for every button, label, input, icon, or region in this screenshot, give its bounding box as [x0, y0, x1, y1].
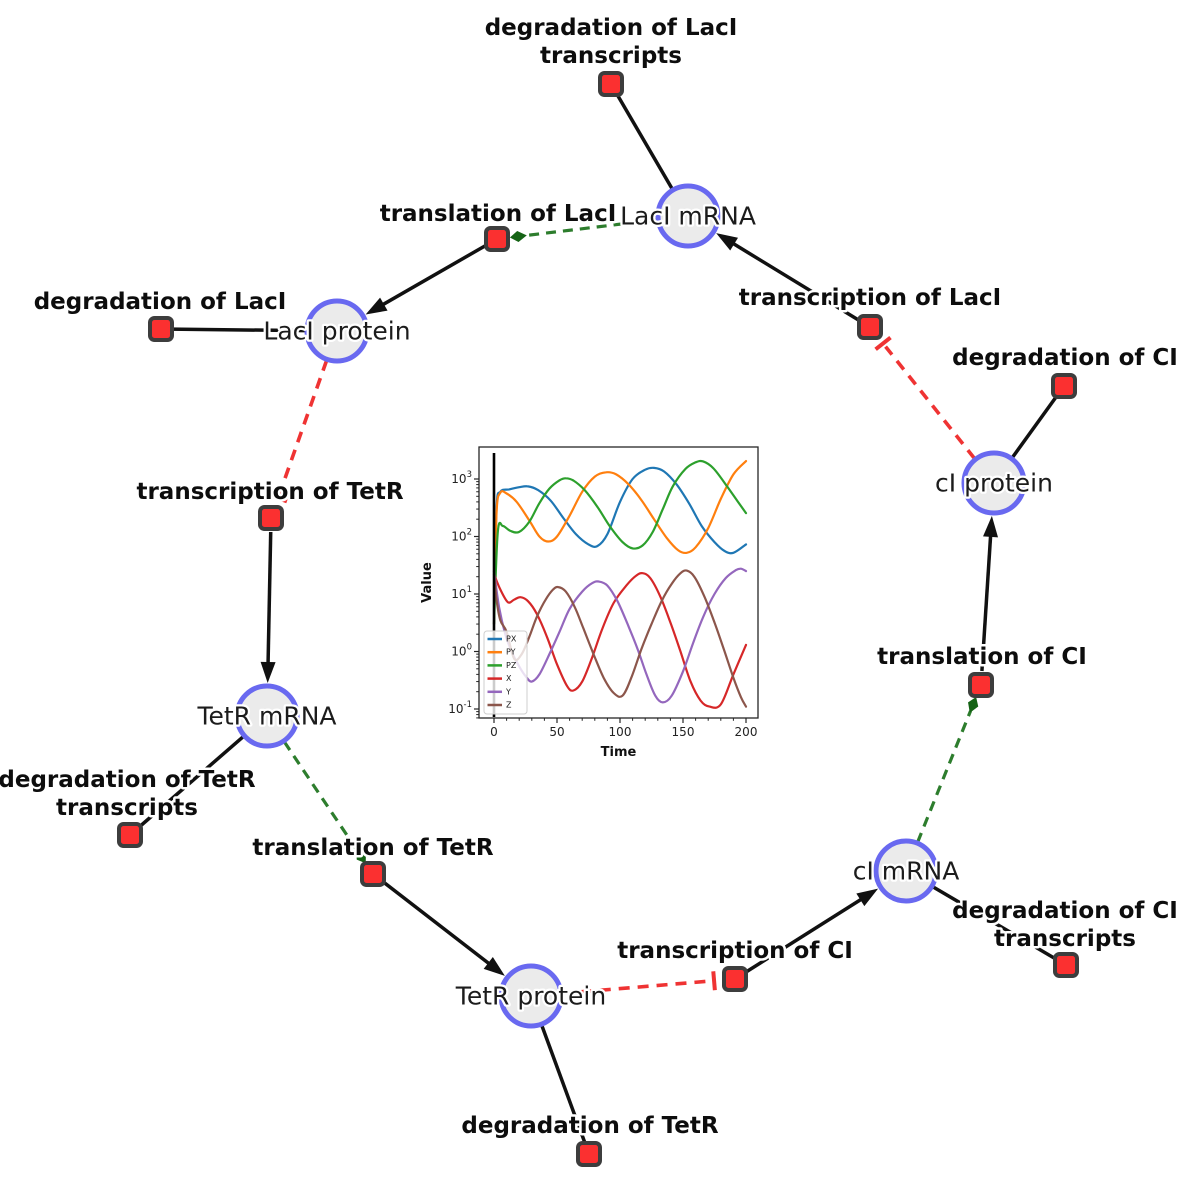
edge-inhibition-ci-protein-to-txn-laci-tbar-icon — [874, 335, 892, 351]
species-label-laci-mrna: LacI mRNA — [620, 202, 756, 231]
species-node-laci-mrna — [655, 183, 721, 249]
legend-label-pz: PZ — [506, 661, 517, 670]
reaction-node-deg-laci-tx — [598, 71, 624, 97]
edge-production-txn-tetr-to-tetr-mrna — [266, 531, 273, 666]
reaction-node-transl-tetr — [360, 861, 386, 887]
reaction-node-transl-ci — [968, 672, 994, 698]
nodes-layer — [117, 71, 1079, 1167]
reaction-label-txn-laci: transcription of LacI — [739, 285, 1002, 311]
reaction-node-txn-ci — [722, 966, 748, 992]
edge-production-txn-laci-to-laci-mrna — [730, 241, 859, 322]
edge-inhibition-laci-protein-to-txn-tetr-tbar-icon — [268, 493, 288, 504]
edge-production-txn-tetr-to-tetr-mrna-arrowhead-icon — [260, 661, 276, 684]
edge-production-transl-laci-to-laci-protein — [380, 244, 486, 308]
reaction-label-deg-laci-tx: transcripts — [540, 43, 682, 69]
edge-inhibition-tetr-protein-to-txn-ci-tbar-icon — [711, 971, 717, 991]
time-series-plot: 0 50 100 150 20010-1100101102103TimeValuePXP… — [420, 446, 759, 760]
reaction-label-txn-tetr: transcription of TetR — [136, 479, 403, 505]
y-tick-label: 10-1 — [448, 700, 472, 716]
reaction-label-deg-ci: degradation of CI — [952, 345, 1178, 371]
reaction-label-transl-ci: translation of CI — [877, 644, 1087, 670]
reaction-label-deg-tetr-tx: degradation of TetR — [0, 767, 256, 793]
species-label-ci-mrna: cI mRNA — [853, 857, 960, 886]
series-line-pz — [492, 459, 748, 626]
edge-production-txn-ci-to-ci-mrna-arrowhead-icon — [856, 888, 879, 907]
species-node-laci-protein — [304, 298, 370, 364]
reaction-label-deg-laci: degradation of LacI — [34, 289, 287, 315]
x-tick-label: 150 — [672, 725, 695, 739]
y-tick-label: 103 — [451, 470, 472, 486]
edge-production-transl-ci-to-ci-protein-arrowhead-icon — [983, 515, 999, 538]
edge-modifier-ci-mrna-to-transl-ci-diamond-head-icon — [968, 697, 979, 713]
reaction-node-txn-tetr — [258, 505, 284, 531]
species-label-tetr-protein: TetR protein — [455, 982, 606, 1011]
reaction-node-deg-ci — [1051, 373, 1077, 399]
reaction-label-transl-tetr: translation of TetR — [252, 835, 493, 861]
x-tick-label: 0 — [490, 725, 498, 739]
y-axis-label: Value — [420, 562, 435, 603]
edge-modifier-laci-mrna-to-transl-laci — [524, 218, 658, 238]
species-label-tetr-mrna: TetR mRNA — [196, 702, 336, 731]
x-tick-label: 50 — [549, 725, 564, 739]
edge-modifier-laci-mrna-to-transl-laci-diamond-head-icon — [509, 231, 527, 242]
edge-production-txn-laci-to-laci-mrna-arrowhead-icon — [716, 233, 739, 251]
reaction-label-deg-tetr-tx: transcripts — [56, 795, 198, 821]
series-line-x — [492, 571, 748, 709]
reaction-label-deg-laci-tx: degradation of LacI — [485, 15, 738, 41]
species-label-ci-protein: cI protein — [935, 469, 1053, 498]
edge-modifier-tetr-mrna-to-transl-tetr — [282, 740, 359, 852]
plot-legend: PX PY PZ XYZ — [483, 630, 528, 715]
reaction-node-deg-tetr — [576, 1141, 602, 1167]
edge-production-transl-ci-to-ci-protein — [980, 533, 993, 672]
species-node-tetr-mrna — [234, 683, 300, 749]
x-tick-label: 200 — [735, 725, 758, 739]
edge-inhibition-laci-protein-to-txn-tetr — [277, 359, 329, 496]
reaction-label-deg-ci-tx: transcripts — [994, 926, 1136, 952]
plot-frame — [478, 446, 759, 719]
edge-inhibition-ci-protein-to-txn-laci — [884, 345, 977, 460]
labels-layer: LacI mRNA LacI protein TetR mRNA TetR prote… — [0, 13, 1180, 1142]
reaction-node-transl-laci — [484, 226, 510, 252]
reaction-label-deg-ci-tx: degradation of CI — [952, 898, 1178, 924]
species-node-ci-protein — [961, 450, 1027, 516]
reaction-label-transl-laci: translation of LacI — [380, 201, 617, 227]
legend-label-x: X — [506, 674, 512, 683]
reaction-node-deg-ci-tx — [1053, 952, 1079, 978]
legend-label-y: Y — [505, 687, 511, 696]
reaction-label-txn-ci: transcription of CI — [617, 938, 853, 964]
species-node-tetr-protein — [498, 963, 564, 1029]
y-tick-label: 101 — [451, 585, 472, 601]
edge-production-transl-tetr-to-tetr-protein — [383, 881, 492, 967]
species-label-laci-protein: LacI protein — [263, 317, 410, 346]
species-node-ci-mrna — [873, 838, 939, 904]
x-axis-label: Time — [601, 745, 637, 760]
edge-modifier-ci-mrna-to-transl-ci — [916, 710, 973, 843]
edge-production-transl-laci-to-laci-protein-arrowhead-icon — [365, 297, 388, 315]
reaction-node-txn-laci — [857, 314, 883, 340]
y-tick-label: 100 — [451, 643, 472, 659]
series-line-py — [492, 460, 748, 626]
x-tick-label: 100 — [609, 725, 632, 739]
edge-production-transl-tetr-to-tetr-protein-arrowhead-icon — [483, 957, 505, 976]
reaction-node-deg-laci — [148, 316, 174, 342]
plot-curves — [492, 459, 748, 709]
edge-production-txn-ci-to-ci-mrna — [745, 896, 864, 974]
y-tick-label: 102 — [451, 528, 472, 544]
legend-label-py: PY — [506, 648, 516, 657]
legend-label-z: Z — [506, 701, 512, 710]
reaction-node-deg-tetr-tx — [117, 822, 143, 848]
edge-inhibition-tetr-protein-to-txn-ci — [561, 979, 711, 996]
legend-label-px: PX — [506, 635, 517, 644]
reaction-label-deg-tetr: degradation of TetR — [461, 1113, 718, 1139]
edge-modifier-tetr-mrna-to-transl-tetr-diamond-head-icon — [356, 849, 366, 864]
series-line-px — [492, 466, 748, 626]
